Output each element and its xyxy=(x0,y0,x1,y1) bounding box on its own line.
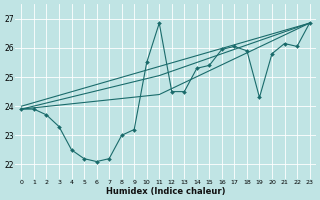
X-axis label: Humidex (Indice chaleur): Humidex (Indice chaleur) xyxy=(106,187,225,196)
